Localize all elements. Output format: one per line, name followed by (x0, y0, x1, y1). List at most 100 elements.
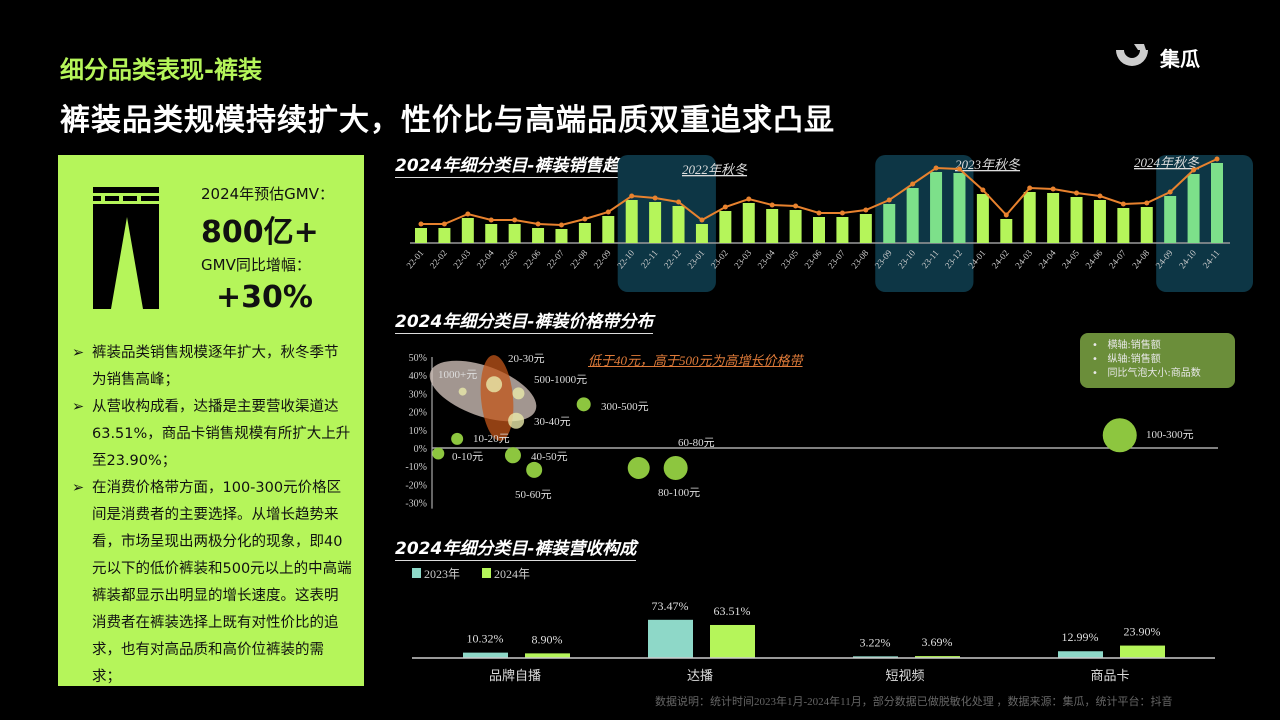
bar (532, 228, 545, 243)
bubble (451, 432, 464, 445)
trend-point (1003, 212, 1009, 218)
highlight-ellipse (480, 355, 514, 441)
bar (915, 656, 960, 658)
legend-swatch (412, 568, 421, 578)
data-label: 3.22% (860, 635, 891, 649)
bar (461, 218, 474, 243)
data-label: 10.32% (467, 632, 504, 646)
bar (1117, 208, 1130, 243)
logo-icon (1116, 44, 1148, 66)
arrow-bullet-icon: ➢ (72, 399, 85, 415)
trend-point (488, 217, 494, 223)
x-tick-label: 短视频 (885, 668, 924, 683)
data-label: 12.99% (1062, 630, 1099, 644)
bubble (458, 387, 467, 396)
bubble (504, 447, 521, 464)
bubble-label: 500-1000元 (534, 374, 587, 386)
bar (578, 223, 591, 243)
x-tick-label: 品牌自播 (489, 668, 541, 683)
bar (485, 224, 498, 243)
bar (1187, 174, 1200, 243)
trend-point (512, 217, 518, 223)
highlight-region (617, 155, 716, 292)
bar (719, 211, 732, 243)
trend-point (746, 196, 752, 202)
trend-point (910, 181, 916, 187)
highlight-label: 2023年秋冬 (955, 157, 1021, 172)
trend-point (1074, 190, 1080, 196)
x-tick-label: 商品卡 (1090, 668, 1129, 683)
bubble (663, 456, 688, 481)
bubble-label: 80-100元 (658, 487, 700, 499)
bar (602, 216, 615, 243)
trend-point (652, 195, 658, 201)
page-title: 裤装品类规模持续扩大，性价比与高端品质双重追求凸显 (60, 103, 835, 138)
bar (766, 209, 779, 243)
trend-point (793, 203, 799, 209)
data-label: 63.51% (714, 604, 751, 618)
arrow-bullet-icon: ➢ (72, 345, 85, 361)
trend-point (1050, 186, 1056, 192)
bar (672, 206, 685, 243)
price-band-annotation: 低于40元，高于500元为高增长价格带 (588, 353, 803, 368)
data-label: 8.90% (532, 632, 563, 646)
bar (1211, 163, 1223, 243)
trend-point (1097, 193, 1103, 199)
trend-point (465, 211, 471, 217)
bar (649, 202, 662, 243)
x-tick-label: 达播 (687, 668, 713, 683)
trend-point (1144, 200, 1150, 206)
highlight-label: 2024年秋冬 (1134, 155, 1200, 170)
bubble-label: 20-30元 (508, 353, 545, 365)
bar (853, 656, 898, 658)
bar (695, 224, 708, 243)
bar (710, 624, 755, 658)
trend-point (558, 222, 564, 228)
y-tick-label: 50% (409, 353, 427, 364)
bar (525, 653, 570, 658)
highlight-region (875, 155, 974, 292)
y-tick-label: 0% (414, 444, 427, 455)
y-tick-label: -10% (405, 462, 427, 473)
bar (625, 200, 638, 243)
bullet-item: ➢ 在消费价格带方面，100-300元价格区间是消费者的主要选择。从增长趋势来看，… (72, 475, 352, 691)
y-tick-label: 20% (409, 408, 427, 419)
legend-item: • 同比气泡大小:商品数 (1092, 368, 1201, 379)
legend-swatch (482, 568, 491, 578)
bubble (627, 457, 650, 480)
bubble (576, 397, 591, 412)
trend-point (769, 202, 775, 208)
bubble-label: 30-40元 (534, 416, 571, 428)
growth-label: GMV同比增幅： (201, 256, 311, 274)
logo: 集瓜 (1112, 42, 1200, 72)
bar (1120, 645, 1165, 658)
bubble (432, 447, 445, 460)
data-label: 73.47% (652, 599, 689, 613)
bullet-item: ➢ 从营收构成看，达播是主要营收渠道达63.51%，商品卡销售规模有所扩大上升至2… (72, 394, 352, 475)
legend-label: 2024年 (494, 567, 530, 581)
legend-item: • 横轴:销售额 (1092, 340, 1161, 351)
bubble-label: 1000+元 (438, 369, 477, 381)
data-label: 23.90% (1124, 625, 1161, 639)
bubble (512, 387, 525, 400)
highlight-region (1156, 155, 1253, 292)
bar (742, 203, 755, 243)
bar (813, 217, 825, 243)
bubble (526, 461, 543, 478)
trend-point (1027, 185, 1033, 191)
trend-point (1191, 167, 1197, 173)
trend-point (418, 221, 424, 227)
legend-label: 2023年 (424, 567, 460, 581)
bar (930, 172, 943, 243)
bar (508, 224, 521, 243)
summary-panel: 2024年预估GMV： 800亿+ GMV同比增幅： +30% ➢ 裤装品类销售规… (58, 155, 364, 686)
bubble-label: 10-20元 (473, 433, 510, 445)
trend-point (582, 216, 588, 222)
bar (463, 652, 508, 658)
price-band-chart: 50% 40% 30% 20% 10% 0% -10% -20% -30% 0-10元 10-20元… (405, 353, 1218, 510)
trend-point (816, 210, 822, 216)
trend-point (933, 165, 939, 171)
bar (1093, 200, 1106, 243)
bar (415, 228, 427, 243)
bar (836, 217, 849, 243)
